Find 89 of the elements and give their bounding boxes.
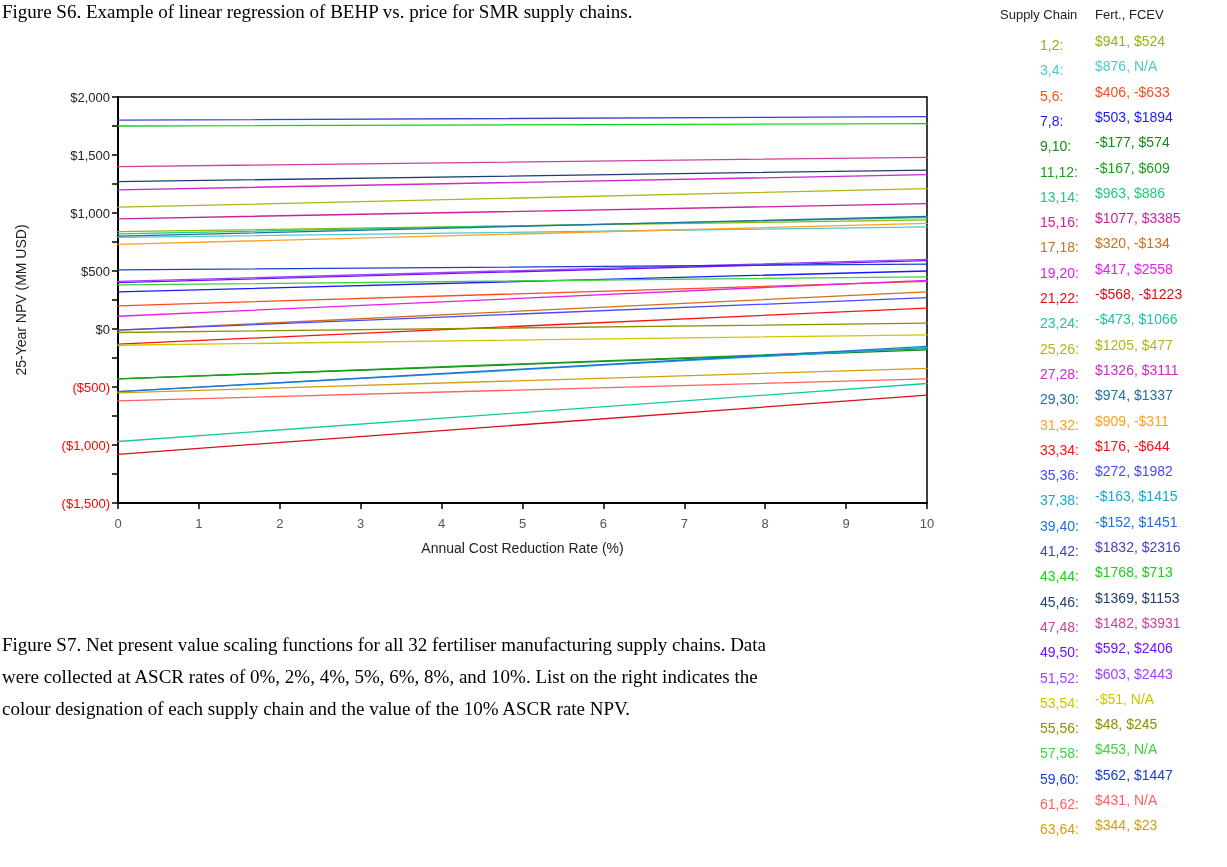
x-tick-label: 5 (518, 516, 527, 531)
text: 7,8: (1040, 112, 1064, 129)
text: -$167, $609 (1095, 159, 1170, 176)
text: $272, $1982 (1095, 463, 1174, 480)
text: 19,20: (1040, 264, 1079, 281)
text: $1832, $2316 (1095, 539, 1181, 555)
text: 15,16: (1040, 214, 1079, 231)
y-tick-label: ($1,000) (61, 437, 110, 453)
text: 49,50: (1040, 644, 1079, 661)
y-tick-label: $0 (95, 321, 110, 337)
x-tick-label: 7 (680, 516, 688, 531)
text: 9,10: (1040, 138, 1072, 155)
caption: Figure S6. Example of linear regression of BEHP vs. price for SMR supply chains. (2, 1, 633, 22)
text: 31,32: (1040, 416, 1079, 433)
y-tick-label: ($1,500) (61, 495, 110, 511)
text: $1369, $1153 (1095, 589, 1180, 606)
text: 5,6: (1040, 87, 1064, 104)
text: 51,52: (1040, 669, 1079, 686)
text: -$51, N/A (1095, 690, 1155, 707)
text: $406, -$633 (1095, 83, 1170, 100)
text: $344, $23 (1095, 817, 1158, 834)
x-tick-label: 0 (114, 516, 122, 531)
x-tick-label: 6 (599, 516, 608, 531)
text: 35,36: (1040, 467, 1079, 484)
y-axis-title: 25-Year NPV (MM USD) (13, 224, 29, 376)
caption: Figure S7. Net present value scaling functions for all 32 fertiliser manufacturing supply chains. Data were collected at ASCR rates of 0%, 2%, 4%, 5%, 6%, 8%, and 10%. List on the right indicates the colour designation of each supply chain and the value of the 10% ASCR rate NPV. (2, 633, 771, 719)
text: 17,18: (1040, 239, 1079, 256)
x-tick-label: 9 (842, 516, 850, 531)
y-tick-label: $500 (81, 263, 110, 279)
text: 29,30: (1040, 391, 1079, 408)
text: $1077, $3385 (1095, 210, 1181, 227)
text: 25,26: (1040, 340, 1079, 357)
text: 47,48: (1040, 618, 1079, 635)
text: -$163, $1415 (1095, 488, 1178, 505)
text: $176, -$644 (1095, 437, 1170, 454)
text: $592, $2406 (1095, 640, 1174, 657)
text: $503, $1894 (1095, 108, 1174, 125)
text: $453, N/A (1095, 741, 1158, 758)
y-tick-label: $1,500 (70, 147, 110, 163)
text: $320, -$134 (1095, 235, 1170, 252)
text: $603, $2443 (1095, 665, 1174, 682)
text: 41,42: (1040, 543, 1079, 559)
y-tick-label: ($500) (72, 379, 110, 395)
x-axis-title: Annual Cost Reduction Rate (%) (421, 540, 624, 556)
text: 63,64: (1040, 821, 1079, 838)
text: 3,4: (1040, 62, 1064, 79)
x-tick-label: 2 (276, 516, 284, 531)
x-tick-label: 1 (195, 516, 203, 531)
text: $1326, $3111 (1095, 361, 1179, 378)
text: 37,38: (1040, 492, 1079, 509)
text: -$177, $574 (1095, 134, 1170, 151)
text: $417, $2558 (1095, 260, 1174, 277)
text: 23,24: (1040, 315, 1079, 332)
x-tick-label: 4 (437, 516, 446, 531)
text: 43,44: (1040, 568, 1079, 585)
text: $974, $1337 (1095, 387, 1174, 404)
text: 45,46: (1040, 593, 1079, 610)
text: $909, -$311 (1095, 412, 1169, 429)
text: 21,22: (1040, 290, 1079, 306)
x-tick-label: 10 (919, 516, 935, 531)
text: 27,28: (1040, 365, 1079, 382)
text: -$473, $1066 (1095, 311, 1178, 328)
y-tick-label: $2,000 (70, 89, 110, 105)
text: -$152, $1451 (1095, 513, 1178, 530)
text: 53,54: (1040, 694, 1079, 711)
text: 11,12: (1040, 163, 1078, 180)
text: 55,56: (1040, 720, 1079, 737)
text: -$568, -$1223 (1095, 286, 1183, 302)
text: $562, $1447 (1095, 766, 1174, 783)
text: 59,60: (1040, 770, 1079, 787)
text: 1,2: (1040, 37, 1064, 53)
text: 61,62: (1040, 796, 1079, 812)
text: $941, $524 (1095, 33, 1166, 49)
text: $431, N/A (1095, 792, 1158, 808)
text: $1205, $477 (1095, 336, 1174, 353)
text: $876, N/A (1095, 58, 1158, 75)
text: $963, $886 (1095, 184, 1166, 201)
text: 33,34: (1040, 441, 1079, 458)
y-tick-label: $1,000 (70, 205, 110, 221)
text: 13,14: (1040, 188, 1079, 205)
text: $1768, $713 (1095, 564, 1174, 581)
legend-title: Supply Chain (1000, 7, 1078, 22)
x-tick-label: 3 (357, 516, 365, 531)
text: Fert., FCEV (1095, 7, 1164, 22)
text: $1482, $3931 (1095, 614, 1181, 631)
text: $48, $245 (1095, 716, 1158, 733)
x-tick-label: 8 (761, 516, 769, 531)
text: 57,58: (1040, 745, 1079, 762)
text: 39,40: (1040, 517, 1079, 534)
